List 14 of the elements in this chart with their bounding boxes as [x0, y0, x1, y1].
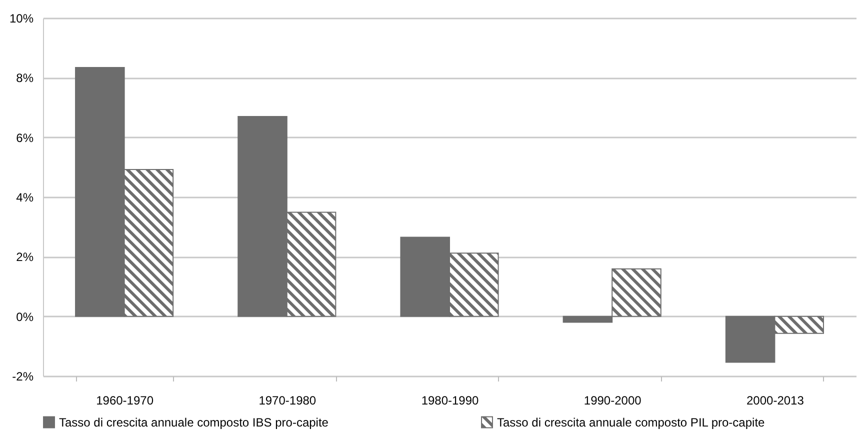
y-tick-label: 10% — [9, 12, 34, 26]
y-tick-label: 8% — [16, 71, 34, 86]
x-tick-label: 1980-1990 — [421, 394, 480, 408]
x-tick-label: 1990-2000 — [584, 394, 642, 408]
y-tick-label: 2% — [16, 250, 34, 264]
x-tick-label: 2000-2013 — [746, 394, 804, 408]
y-tick-label: 6% — [16, 130, 34, 145]
legend-label: Tasso di crescita annuale composto IBS pro-capite — [59, 415, 329, 430]
y-tick-label: 4% — [16, 190, 34, 204]
x-tick-label: 1960-1970 — [96, 394, 154, 408]
y-tick-label: 0% — [16, 310, 34, 324]
x-tick-label: 1970-1980 — [258, 394, 316, 408]
y-tick-label: -2% — [12, 370, 34, 384]
legend-label: Tasso di crescita annuale composto PIL pro-capite — [497, 415, 766, 430]
